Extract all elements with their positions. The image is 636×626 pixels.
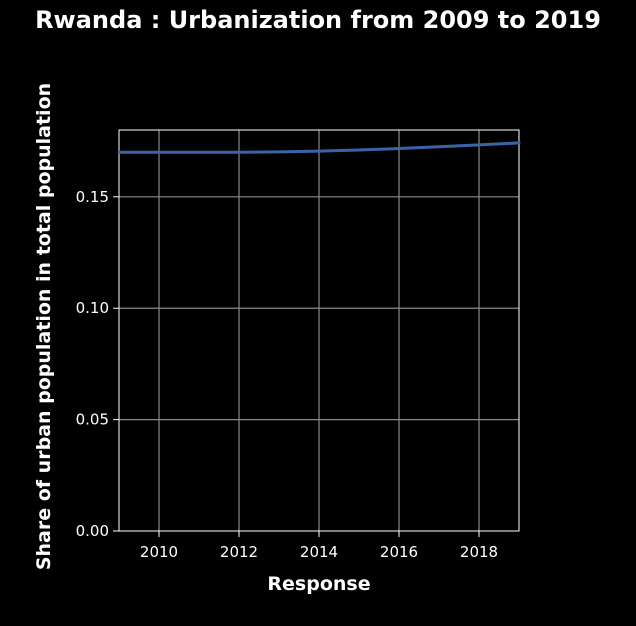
x-tick-label: 2016 — [380, 543, 418, 561]
x-axis-title: Response — [267, 573, 370, 595]
y-tick-label: 0.15 — [76, 188, 109, 206]
axis-ticks: 2010 2012 2014 2016 2018 0.00 0.05 0.10 0.15 — [76, 188, 499, 561]
x-tick-label: 2018 — [460, 543, 498, 561]
chart-title: Rwanda : Urbanization from 2009 to 2019 — [35, 6, 601, 34]
y-tick-label: 0.05 — [76, 411, 109, 429]
y-tick-label: 0.10 — [76, 299, 109, 317]
series — [117, 141, 521, 154]
grid — [119, 130, 519, 531]
y-tick-label: 0.00 — [76, 522, 109, 540]
y-axis-title: Share of urban population in total popul… — [33, 83, 55, 570]
series-line-0 — [117, 141, 521, 154]
x-tick-label: 2010 — [140, 543, 178, 561]
x-tick-label: 2014 — [300, 543, 338, 561]
x-tick-label: 2012 — [220, 543, 258, 561]
